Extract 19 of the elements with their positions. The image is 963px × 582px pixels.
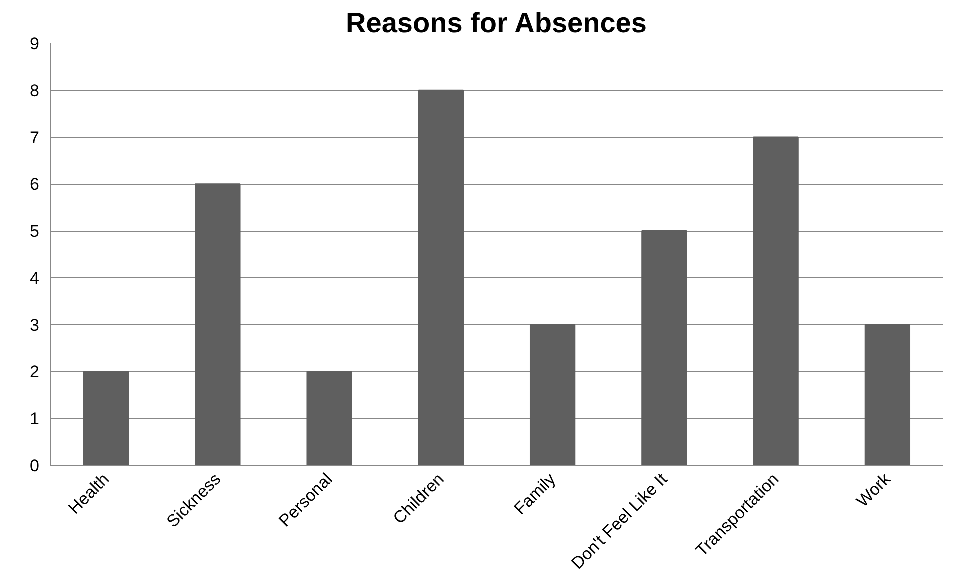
y-tick-label: 7 bbox=[30, 128, 40, 148]
y-tick-label: 2 bbox=[30, 362, 40, 382]
y-tick-label: 0 bbox=[30, 456, 40, 476]
bar bbox=[642, 230, 688, 466]
bar bbox=[753, 136, 799, 466]
chart-title: Reasons for Absences bbox=[346, 8, 647, 38]
bar bbox=[195, 184, 241, 466]
bar bbox=[418, 90, 464, 466]
y-tick-label: 3 bbox=[30, 316, 40, 335]
bar bbox=[83, 371, 130, 466]
y-tick-label: 6 bbox=[30, 175, 40, 194]
y-tick-label: 5 bbox=[30, 222, 40, 242]
y-tick-label: 1 bbox=[30, 410, 40, 429]
y-tick-label: 4 bbox=[30, 268, 40, 288]
bar bbox=[864, 324, 911, 466]
y-tick-label: 8 bbox=[30, 81, 40, 100]
y-tick-label: 9 bbox=[30, 34, 40, 54]
bar bbox=[530, 324, 576, 466]
bar bbox=[306, 371, 352, 466]
